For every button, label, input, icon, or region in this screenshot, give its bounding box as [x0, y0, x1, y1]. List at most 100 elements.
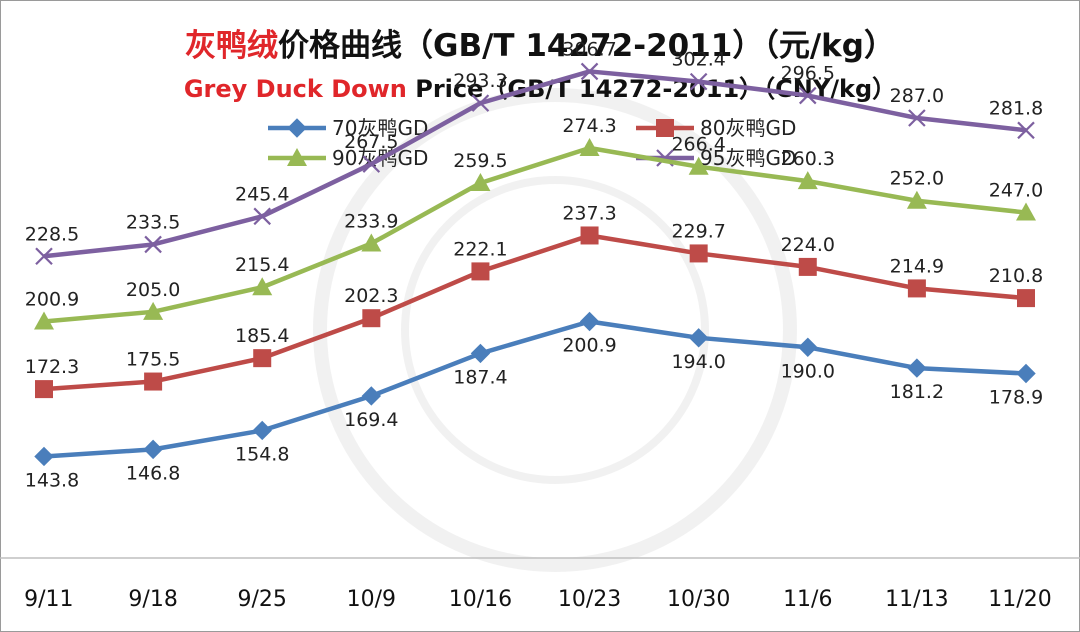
data-label: 296.5 [781, 63, 835, 85]
data-label: 233.5 [126, 211, 180, 233]
data-label: 143.8 [25, 469, 79, 491]
data-point [580, 226, 599, 245]
data-point [907, 279, 926, 298]
legend-marker [287, 118, 307, 138]
legend-item-3: 90灰鸭GD [268, 146, 428, 170]
data-label: 266.4 [671, 134, 725, 156]
x-tick-label: 10/23 [558, 587, 621, 612]
data-label: 306.7 [562, 38, 616, 60]
data-point [252, 277, 273, 296]
data-point [907, 358, 927, 378]
data-point [906, 190, 927, 209]
data-point [471, 262, 490, 281]
x-tick-label: 11/13 [885, 587, 948, 612]
x-tick-label: 9/11 [24, 587, 73, 612]
data-point [579, 311, 600, 332]
chart-subtitle-highlight: Grey Duck Down [184, 75, 407, 103]
data-label: 233.9 [344, 211, 398, 233]
legend-label: 70灰鸭GD [332, 116, 428, 140]
data-label: 224.0 [781, 234, 835, 256]
data-label: 181.2 [890, 381, 944, 403]
data-point [689, 72, 708, 91]
data-point [579, 138, 600, 157]
series-line [43, 69, 1027, 259]
data-label: 274.3 [562, 115, 616, 137]
data-label: 190.0 [781, 360, 835, 382]
series-layer [34, 62, 1036, 467]
x-tick-label: 9/25 [238, 587, 287, 612]
data-labels: 143.8 146.8 154.8 169.4 187.4 200.9 194.0 190.0… [25, 38, 1043, 491]
data-point [798, 337, 818, 357]
legend-item-2: 80灰鸭GD [636, 116, 796, 140]
x-tick-label: 11/6 [783, 587, 832, 612]
x-tick-label: 9/18 [128, 587, 177, 612]
data-point [361, 233, 382, 252]
chart-title-highlight: 灰鸭绒 [185, 28, 278, 64]
data-point [143, 439, 163, 460]
series-line [43, 319, 1027, 459]
data-label: 172.3 [25, 356, 79, 378]
data-label: 200.9 [25, 289, 79, 311]
data-point [1016, 202, 1036, 221]
x-tick-labels: 9/11 9/18 9/25 10/9 10/16 10/23 10/30 11/6 11/13… [24, 587, 1052, 612]
data-label: 210.8 [989, 265, 1043, 287]
data-point [252, 420, 272, 441]
data-point [35, 380, 53, 399]
data-label: 260.3 [781, 148, 835, 170]
data-label: 194.0 [671, 351, 725, 373]
data-label: 185.4 [235, 325, 289, 347]
data-label: 287.0 [890, 85, 944, 107]
legend-item-1: 70灰鸭GD [268, 116, 428, 140]
x-tick-label: 10/30 [667, 587, 730, 612]
data-point [144, 372, 163, 391]
series-line [43, 233, 1027, 392]
series-3 [34, 138, 1036, 330]
data-label: 214.9 [890, 255, 944, 277]
legend-item-4: 95灰鸭GD [636, 146, 796, 170]
data-label: 222.1 [453, 238, 507, 260]
data-label: 205.0 [126, 279, 180, 301]
data-point [1017, 289, 1035, 308]
data-label: 175.5 [126, 349, 180, 371]
data-label: 215.4 [235, 254, 289, 276]
data-point [470, 173, 491, 191]
legend-marker [656, 119, 674, 137]
x-tick-label: 10/16 [449, 587, 512, 612]
series-4 [35, 62, 1035, 266]
data-point [580, 62, 599, 81]
data-label: 229.7 [671, 220, 725, 242]
data-point [799, 86, 817, 105]
data-label: 267.5 [344, 131, 398, 153]
data-point [1017, 121, 1035, 140]
data-point [34, 311, 54, 330]
data-point [1016, 363, 1036, 384]
chart-title-rest: 价格曲线（GB/T 14272-2011）（元/kg） [278, 28, 895, 64]
data-label: 245.4 [235, 183, 289, 205]
data-point [797, 171, 818, 190]
data-point [798, 257, 817, 276]
data-label: 202.3 [344, 285, 398, 307]
data-label: 237.3 [562, 202, 616, 224]
chart-title: 灰鸭绒价格曲线（GB/T 14272-2011）（元/kg） [185, 28, 895, 64]
data-point [253, 349, 272, 368]
data-label: 281.8 [989, 97, 1043, 119]
series-1 [34, 311, 1036, 467]
data-point [34, 446, 54, 467]
data-label: 293.3 [453, 70, 507, 92]
data-label: 154.8 [235, 443, 289, 465]
legend-label: 80灰鸭GD [700, 116, 796, 140]
series-2 [35, 226, 1035, 399]
legend: 70灰鸭GD 80灰鸭GD 90灰鸭GD 95灰鸭GD [268, 116, 796, 170]
data-label: 228.5 [25, 223, 79, 245]
data-label: 187.4 [453, 366, 507, 388]
legend-label: 95灰鸭GD [700, 146, 796, 170]
data-point [470, 343, 491, 364]
data-point [361, 386, 382, 406]
x-tick-label: 11/20 [988, 587, 1051, 612]
data-point [908, 109, 926, 127]
data-point [688, 156, 709, 175]
data-label: 259.5 [453, 150, 507, 172]
data-point [144, 235, 162, 254]
data-point [35, 247, 53, 266]
